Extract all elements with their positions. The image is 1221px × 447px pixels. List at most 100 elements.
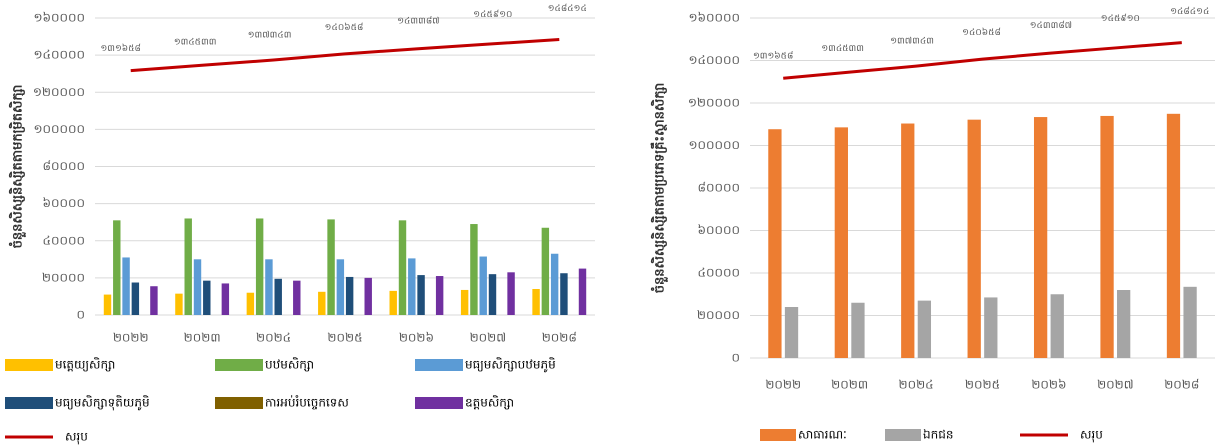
y-tick-label: ៦០០០០: [43, 196, 85, 210]
bar: [917, 300, 932, 358]
bar: [336, 259, 345, 315]
legend-label: សរុប: [65, 430, 88, 445]
bar: [113, 220, 121, 315]
bar: [488, 274, 497, 315]
legend-swatch: [415, 359, 463, 371]
legend-swatch: [215, 359, 263, 371]
legend-label: ការអប់រំបច្ចេកទេស: [265, 395, 349, 410]
x-tick-label: ២០២៤: [898, 378, 933, 392]
data-label: ១៤៨៤១៤: [548, 3, 587, 14]
data-label: ១៣៧៣៤៣: [248, 31, 292, 41]
data-label: ១៤៥៩១០: [1101, 13, 1140, 24]
total-line: [783, 41, 1182, 80]
data-label: ១៤៣៣៨៧: [1030, 20, 1072, 31]
legend-label: មត្តេយ្យសិក្សា: [55, 357, 115, 372]
bar: [768, 129, 782, 358]
bar: [274, 278, 282, 315]
bar: [175, 293, 183, 315]
bar: [255, 218, 264, 315]
data-label: ១៣១៦៥៨: [753, 51, 793, 62]
y-axis-label: ចំនួនសិស្សនិស្សិតតាមកម្រិតសិក្សា: [9, 85, 27, 249]
bar: [318, 291, 326, 315]
y-tick-label: ១៤០០០០: [688, 53, 740, 67]
y-tick-label: ១០០០០០: [33, 122, 85, 136]
bar: [1100, 115, 1114, 358]
x-tick-label: ២០២៣: [184, 331, 221, 345]
y-tick-label: ៦០០០០: [698, 223, 740, 237]
bar: [834, 127, 848, 359]
data-label: ១៣៧៣៤៣: [890, 37, 934, 47]
legend-swatch: [5, 359, 53, 371]
bar: [408, 258, 416, 315]
y-tick-label: ១២០០០០: [688, 96, 740, 110]
y-tick-label: ១៦០០០០: [33, 11, 85, 25]
y-tick-label: ២០០០០: [697, 308, 740, 322]
y-axis-label: ចំនួនសិស្សនិស្សិតតាមប្រភេទគ្រឹះស្ថានសិក្…: [651, 83, 669, 294]
x-tick-label: ២០២៨: [1164, 378, 1199, 392]
total-line: [130, 38, 560, 73]
bar: [293, 280, 301, 315]
data-label: ១៤៨៤១៤: [1170, 6, 1209, 17]
bar: [1166, 113, 1181, 359]
bar: [550, 253, 559, 315]
y-tick-label: ៤០០០០: [698, 266, 740, 280]
data-label: ១៣៤៥៣៣: [174, 37, 217, 47]
x-tick-label: ២០២៥: [965, 378, 1000, 392]
x-tick-label: ២០២៧: [470, 331, 507, 345]
bar: [1050, 294, 1064, 358]
y-tick-label: ០: [77, 308, 86, 322]
bar: [1033, 117, 1048, 358]
legend-label: មធ្យមសិក្សាបឋមភូមិ: [465, 357, 556, 373]
legend-swatch: [885, 429, 921, 441]
bar: [578, 268, 587, 315]
y-tick-label: ១៦០០០០: [688, 11, 740, 25]
y-tick-label: ៨០០០០: [698, 181, 740, 195]
bar: [364, 277, 372, 315]
bar: [150, 286, 158, 315]
bar: [327, 219, 335, 315]
x-tick-label: ២០២២: [765, 378, 801, 392]
legend-swatch: [760, 429, 796, 441]
bar: [193, 259, 202, 315]
legend-swatch: [215, 397, 263, 409]
y-tick-label: ៤០០០០: [43, 233, 85, 247]
bar: [203, 280, 211, 315]
x-tick-label: ២០២២: [113, 331, 149, 345]
y-tick-label: ៨០០០០: [43, 159, 85, 173]
x-tick-label: ២០២៤: [256, 331, 291, 345]
data-label: ១៤០៦៥៨: [962, 27, 1001, 38]
legend-label: ឧត្តមសិក្សា: [465, 395, 514, 410]
y-tick-label: ១៤០០០០: [33, 48, 85, 62]
y-tick-label: ០: [732, 351, 741, 365]
bar: [470, 224, 478, 315]
bar: [851, 302, 865, 358]
legend-label: បឋមសិក្សា: [265, 357, 314, 372]
x-tick-label: ២០២៦: [399, 331, 434, 345]
data-label: ១៤០៦៥៨: [325, 22, 364, 33]
bar: [398, 220, 407, 315]
legend-label: សរុប: [1080, 428, 1103, 443]
bar: [479, 256, 487, 315]
x-tick-label: ២០២៧: [1097, 378, 1134, 392]
x-tick-label: ២០២៦: [1031, 378, 1066, 392]
legend-swatch: [5, 397, 53, 409]
bar: [389, 290, 397, 315]
bar: [560, 273, 568, 315]
bar: [435, 276, 444, 315]
y-tick-label: ១០០០០០: [688, 138, 740, 152]
legend-label: ឯកជន: [923, 428, 953, 442]
bar: [103, 294, 112, 315]
bar: [532, 289, 540, 315]
legend-label: មធ្យមសិក្សាទុតិយភូមិ: [55, 395, 150, 411]
bar: [984, 297, 998, 358]
x-tick-label: ២០២៥: [327, 331, 362, 345]
bar: [1117, 290, 1131, 358]
bar: [184, 218, 192, 315]
bar: [417, 275, 425, 315]
x-tick-label: ២០២៣: [831, 378, 868, 392]
bar: [345, 276, 354, 315]
y-tick-label: ១២០០០០: [33, 85, 85, 99]
bar: [1183, 286, 1197, 358]
legend-label: សាធារណៈ: [798, 428, 847, 442]
